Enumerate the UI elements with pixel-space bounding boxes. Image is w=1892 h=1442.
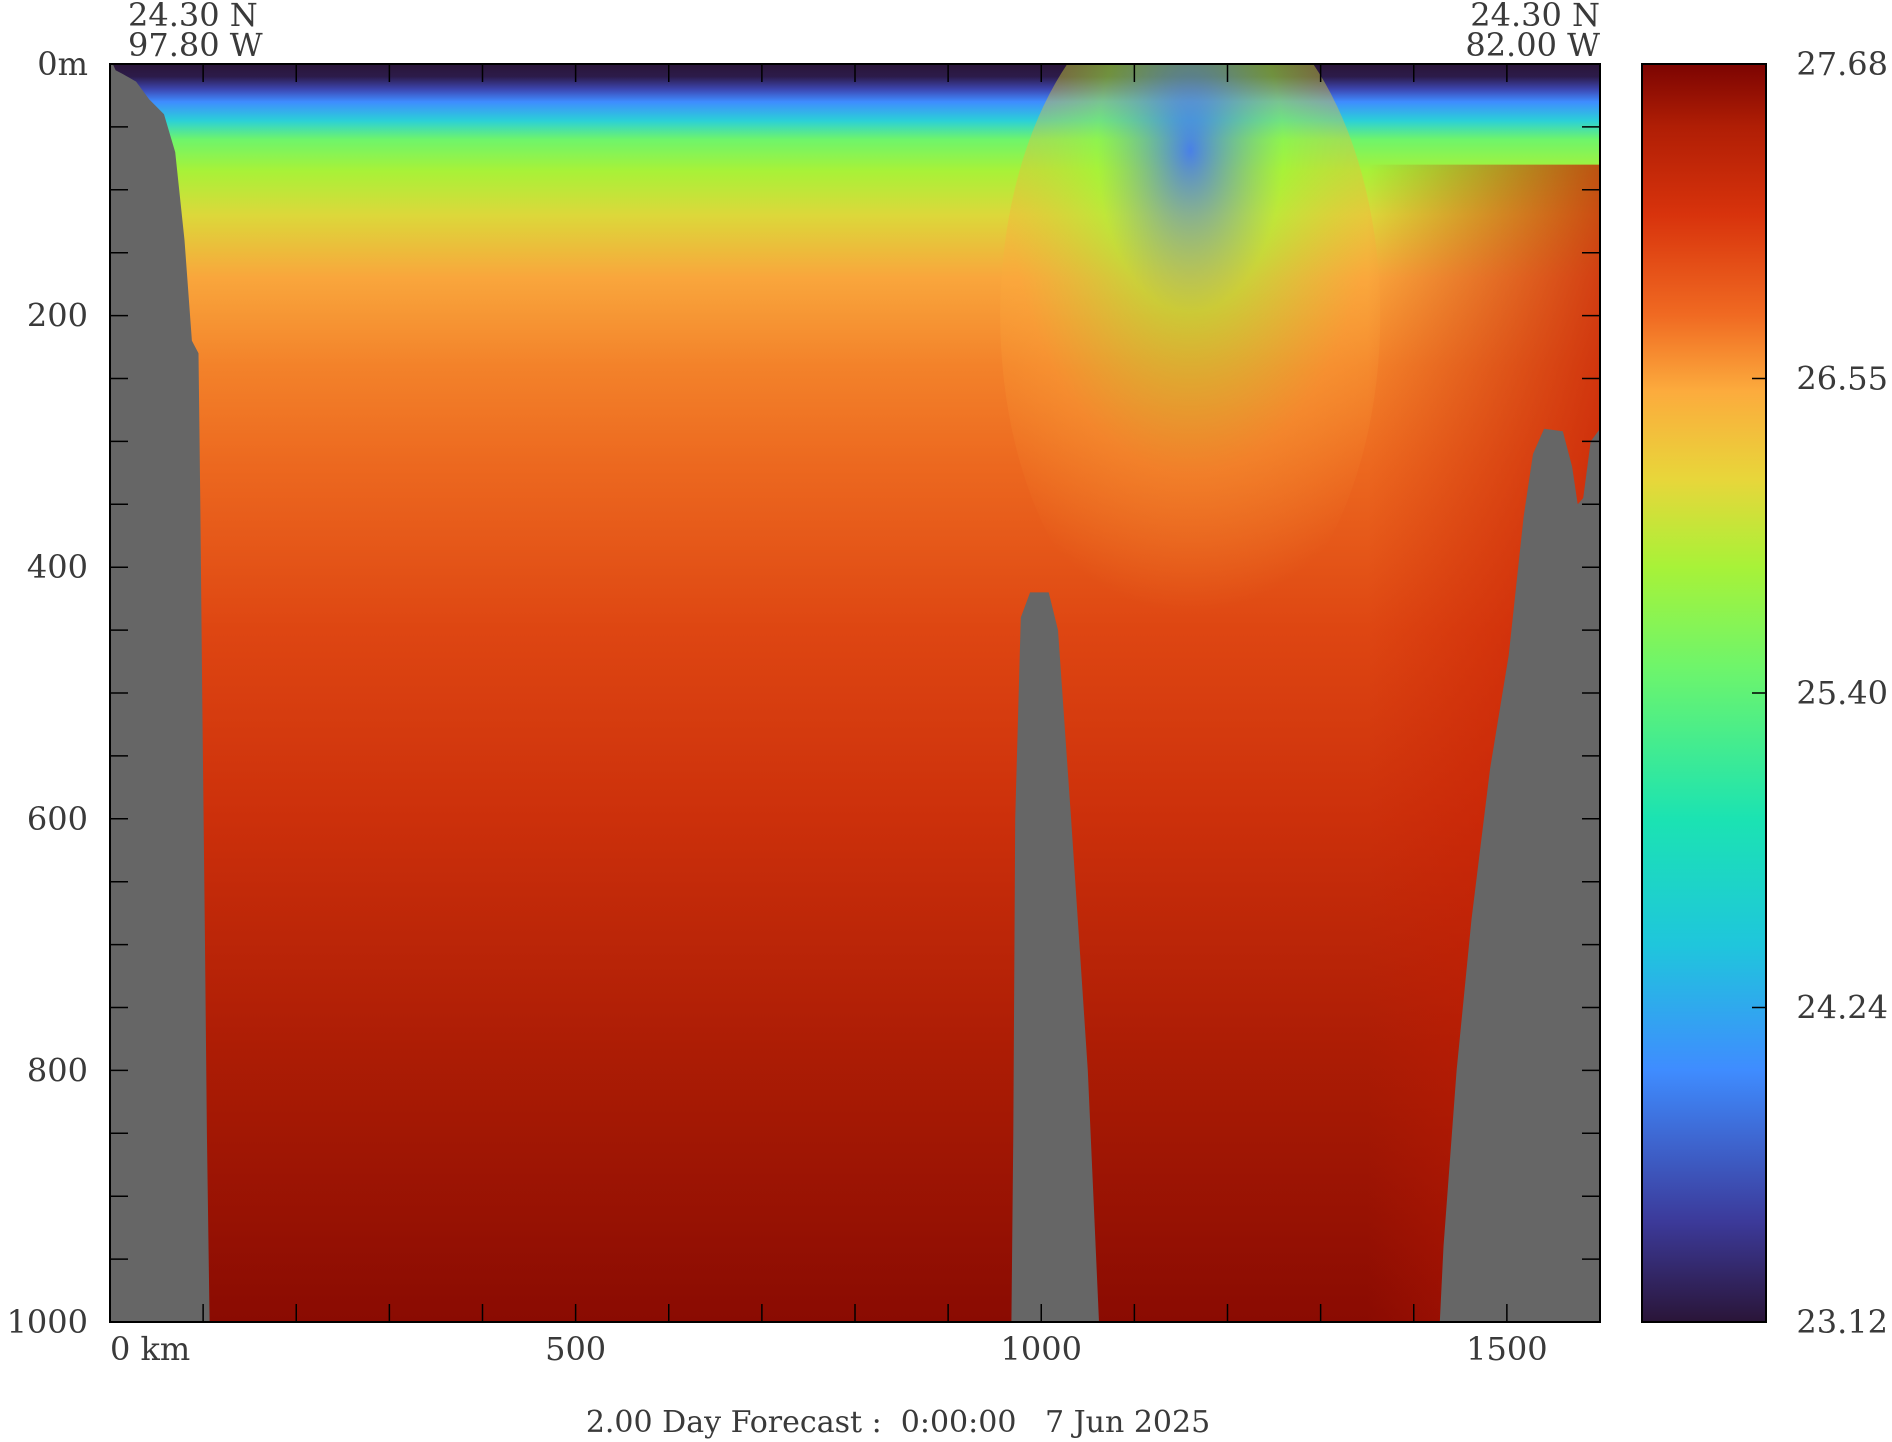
- x-tick-label: 1000: [1001, 1330, 1082, 1368]
- land-seamount: [1011, 592, 1099, 1322]
- colorbar-tick-label: 25.40: [1796, 674, 1888, 712]
- y-tick-label: 800: [27, 1051, 88, 1089]
- cold-trough-feature: [1000, 64, 1381, 646]
- x-tick-label: 0 km: [110, 1330, 190, 1368]
- x-tick-label: 500: [545, 1330, 606, 1368]
- y-tick-label: 600: [27, 800, 88, 838]
- land-mask: [110, 64, 1600, 1322]
- colorbar: [1641, 63, 1767, 1323]
- land-west-shelf: [110, 64, 210, 1322]
- colorbar-tick-label: 26.55: [1796, 360, 1888, 398]
- chart-title: 2.00 Day Forecast : 0:00:00 7 Jun 2025: [586, 1405, 1210, 1440]
- y-tick-label: 1000: [7, 1303, 88, 1341]
- y-tick-label: 200: [27, 297, 88, 335]
- axis-ticks: [109, 63, 1601, 1323]
- start-longitude-label: 97.80 W: [128, 26, 263, 64]
- colorbar-tick-label: 23.12: [1796, 1303, 1888, 1341]
- y-tick-label: 400: [27, 548, 88, 586]
- colorbar-labels: 27.68 26.55 25.40 24.24 23.12: [1752, 45, 1888, 1341]
- x-axis-labels: 0 km 500 1000 1500: [110, 1330, 1548, 1368]
- x-tick-label: 1500: [1466, 1330, 1547, 1368]
- colorbar-tick-label: 24.24: [1796, 989, 1888, 1027]
- colorbar-tick-label: 27.68: [1796, 45, 1888, 83]
- end-longitude-label: 82.00 W: [1465, 26, 1600, 64]
- land-east-shelf: [1439, 428, 1600, 1322]
- y-axis-labels: 0m 200 400 600 800 1000: [7, 45, 88, 1341]
- y-tick-label: 0m: [37, 45, 88, 83]
- temperature-field: [110, 64, 1600, 1322]
- start-latitude-label: 24.30 N: [128, 0, 258, 34]
- end-latitude-label: 24.30 N: [1470, 0, 1600, 34]
